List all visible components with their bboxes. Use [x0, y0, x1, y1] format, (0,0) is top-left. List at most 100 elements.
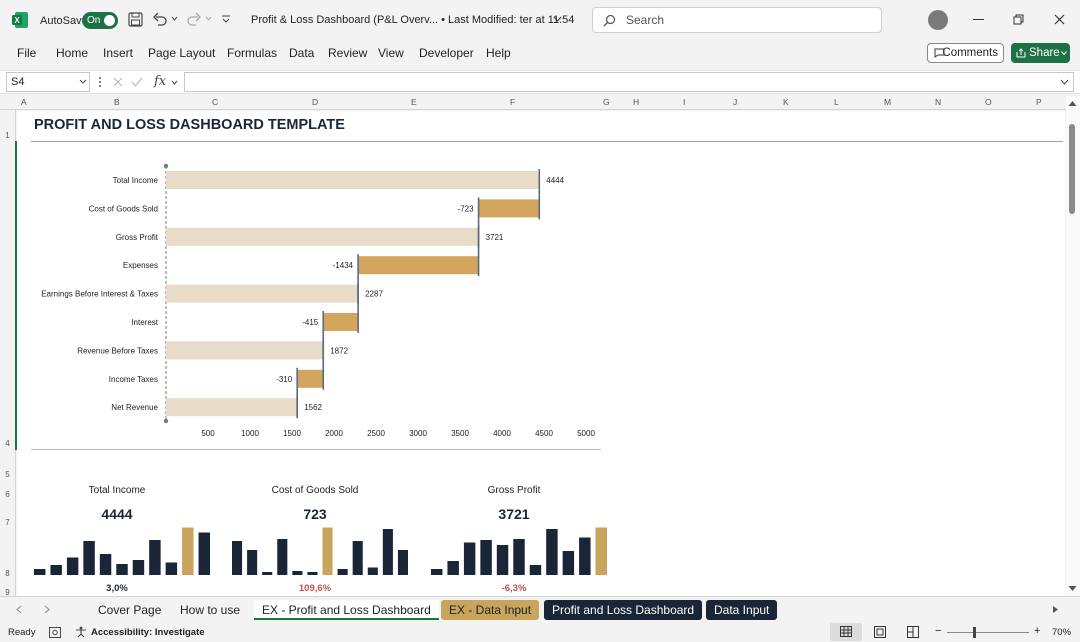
column-header[interactable]: C	[212, 97, 219, 107]
column-header[interactable]: N	[935, 97, 942, 107]
search-placeholder: Search	[626, 13, 665, 27]
hscroll-right-icon[interactable]	[1052, 605, 1059, 614]
menu-review[interactable]: Review	[328, 46, 368, 60]
row-header[interactable]: 1	[5, 131, 10, 140]
name-box-value: S4	[11, 76, 25, 88]
fx-dropdown-icon[interactable]	[171, 80, 178, 85]
save-icon[interactable]	[128, 12, 143, 27]
row-header[interactable]: 7	[5, 518, 10, 527]
tab-next-icon[interactable]	[44, 605, 50, 614]
accessibility-icon[interactable]	[75, 626, 87, 638]
column-header[interactable]: B	[114, 97, 120, 107]
column-header[interactable]: A	[21, 97, 27, 107]
row-header[interactable]: 5	[5, 470, 10, 479]
undo-dropdown-icon[interactable]	[171, 16, 178, 21]
zoom-in-button[interactable]: +	[1034, 625, 1041, 637]
cancel-icon[interactable]	[113, 77, 123, 87]
menu-home[interactable]: Home	[56, 46, 89, 60]
enter-icon[interactable]	[131, 77, 143, 87]
column-header[interactable]: J	[733, 97, 738, 107]
insert-function-icon[interactable]: fx	[154, 74, 167, 89]
data-label: 2287	[365, 290, 383, 299]
share-icon	[1016, 48, 1026, 58]
scroll-up-icon[interactable]	[1068, 100, 1077, 107]
spark-bar	[149, 540, 161, 575]
restore-icon[interactable]	[1013, 14, 1024, 25]
zoom-slider-thumb[interactable]	[973, 627, 976, 638]
more-options-icon[interactable]	[98, 76, 102, 88]
menu-page-layout[interactable]: Page Layout	[148, 46, 216, 60]
column-header[interactable]: O	[985, 97, 992, 107]
data-label: 1562	[304, 403, 322, 412]
avatar[interactable]	[928, 10, 948, 30]
tab-prev-icon[interactable]	[16, 605, 22, 614]
search-box[interactable]: Search	[592, 7, 882, 33]
tab-how-to-use[interactable]: How to use	[180, 603, 241, 617]
accessibility-status[interactable]: Accessibility: Investigate	[91, 627, 205, 638]
vertical-scrollbar[interactable]	[1066, 96, 1080, 596]
column-header[interactable]: F	[510, 97, 516, 107]
zoom-level[interactable]: 70%	[1052, 627, 1072, 638]
normal-view-icon	[840, 626, 852, 637]
column-header[interactable]: D	[312, 97, 319, 107]
document-title[interactable]: Profit & Loss Dashboard (P&L Overv... • …	[251, 14, 575, 26]
formula-input[interactable]	[184, 72, 1074, 92]
x-tick-label: 3000	[409, 429, 427, 438]
column-header[interactable]: K	[783, 97, 789, 107]
menu-file[interactable]: File	[17, 46, 37, 60]
redo-dropdown-icon[interactable]	[205, 16, 212, 21]
column-header[interactable]: G	[603, 97, 610, 107]
row-header[interactable]: 4	[5, 439, 10, 448]
sparkbar-chart	[34, 527, 210, 575]
search-icon	[603, 14, 616, 27]
menu-view[interactable]: View	[378, 46, 404, 60]
column-header[interactable]: H	[633, 97, 640, 107]
zoom-out-button[interactable]: −	[935, 625, 942, 637]
column-header[interactable]: I	[683, 97, 686, 107]
spark-bar	[562, 551, 575, 575]
spark-bar	[352, 541, 363, 575]
kpi-change: 3,0%	[106, 583, 128, 594]
normal-view-button[interactable]	[830, 623, 862, 641]
close-icon[interactable]	[1054, 14, 1065, 25]
customize-toolbar-icon[interactable]	[221, 14, 231, 24]
column-headers: A B C D E F G H I J K L M N O P	[0, 96, 1066, 110]
column-header[interactable]: E	[411, 97, 417, 107]
page-break-view-icon[interactable]	[907, 626, 919, 638]
zoom-slider[interactable]	[947, 632, 1029, 633]
macro-record-icon[interactable]	[49, 627, 61, 638]
spark-bar	[307, 572, 318, 575]
column-header[interactable]: L	[834, 97, 839, 107]
expand-formula-icon[interactable]	[1060, 79, 1069, 85]
column-header[interactable]: P	[1036, 97, 1042, 107]
minimize-icon[interactable]	[973, 19, 984, 21]
menu-developer[interactable]: Developer	[419, 46, 474, 60]
row-header[interactable]: 9	[5, 588, 10, 597]
tab-cover-page[interactable]: Cover Page	[98, 603, 162, 617]
spark-bar	[99, 554, 112, 575]
share-button[interactable]: Share	[1011, 43, 1070, 63]
title-dropdown-icon[interactable]	[553, 16, 562, 22]
tab-ex-data-input[interactable]: EX - Data Input	[441, 600, 540, 620]
worksheet-grid[interactable]: PROFIT AND LOSS DASHBOARD TEMPLATE Total…	[17, 111, 1065, 596]
column-header[interactable]: M	[884, 97, 892, 107]
spark-bar	[480, 540, 492, 575]
undo-icon[interactable]	[152, 12, 168, 26]
menu-formulas[interactable]: Formulas	[227, 46, 278, 60]
autosave-toggle[interactable]: On	[82, 12, 118, 29]
menu-help[interactable]: Help	[486, 46, 511, 60]
row-header[interactable]: 8	[5, 569, 10, 578]
name-box[interactable]: S4	[6, 72, 90, 92]
scrollbar-thumb[interactable]	[1069, 124, 1075, 214]
menu-insert[interactable]: Insert	[103, 46, 134, 60]
page-layout-view-icon[interactable]	[874, 626, 886, 638]
tab-ex-profit-loss-dashboard[interactable]: EX - Profit and Loss Dashboard	[254, 600, 439, 620]
redo-icon[interactable]	[186, 12, 202, 26]
tab-data-input[interactable]: Data Input	[706, 600, 778, 620]
status-bar: Ready Accessibility: Investigate − + 70%	[0, 622, 1080, 642]
menu-data[interactable]: Data	[289, 46, 315, 60]
scroll-down-icon[interactable]	[1068, 585, 1077, 592]
row-header[interactable]: 6	[5, 490, 10, 499]
tab-profit-loss-dashboard[interactable]: Profit and Loss Dashboard	[544, 600, 703, 620]
comments-button[interactable]: Comments	[927, 43, 1004, 63]
